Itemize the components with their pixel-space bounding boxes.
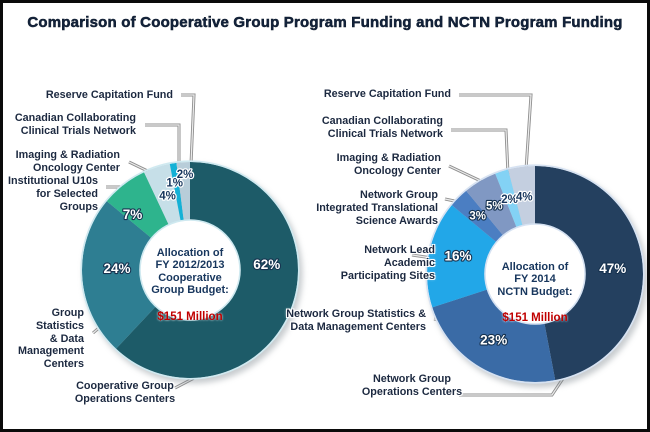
donut-hole (484, 223, 586, 325)
right-budget-amount: $151 Million (502, 311, 568, 324)
slice-percent-label: 7% (123, 207, 143, 222)
slice-percent-label: 16% (444, 249, 471, 264)
donut-outer-ring (425, 164, 645, 384)
slice-percent-label: 4% (159, 190, 176, 202)
slice-percent-label: 4% (516, 192, 533, 204)
donut-outer-ring (80, 160, 300, 380)
right-donut-chart: 47% 23% 16% 3%5%2%4% (425, 164, 645, 384)
slice-percent-label: 2% (501, 194, 518, 206)
left-donut-chart: 62% 24% 7% 4%1%2% (80, 160, 300, 380)
slice-percent-label: 62% (253, 257, 280, 272)
right-center-label: Allocation of FY 2014 NCTN Budget: $151 … (485, 248, 585, 337)
leader-line-left-reserve (181, 93, 196, 165)
slice-percent-label: 47% (599, 261, 626, 276)
right-center-text: Allocation of FY 2014 NCTN Budget: (497, 260, 573, 298)
callout-right-translational-science-awards: Network Group Integrated Translational S… (316, 189, 438, 227)
callout-right-imaging-radiation: Imaging & Radiation Oncology Center (336, 152, 441, 177)
callout-left-institutional-u10s: Institutional U10s for Selected Groups (8, 175, 98, 213)
left-center-text: Allocation of FY 2012/2013 Cooperative G… (151, 246, 229, 297)
slice-percent-label: 2% (177, 169, 194, 181)
left-center-label: Allocation of FY 2012/2013 Cooperative G… (140, 234, 240, 336)
callout-right-reserve-capitation-fund: Reserve Capitation Fund (323, 88, 451, 100)
slice-percent-label: 5% (486, 200, 503, 212)
left-budget-amount: $151 Million (157, 310, 223, 323)
slice-percent-label: 24% (103, 261, 130, 276)
pie-slice (535, 166, 644, 381)
donut-hole (139, 219, 241, 321)
slice-percent-label: 1% (166, 177, 183, 189)
callout-left-canadian-collaborating: Canadian Collaborating Clinical Trials N… (14, 112, 136, 137)
callout-left-imaging-radiation: Imaging & Radiation Oncology Center (15, 149, 120, 174)
callout-right-lead-academic-sites: Network Lead Academic Participating Site… (340, 244, 435, 282)
callout-right-group-statistics: Network Group Statistics & Data Manageme… (286, 308, 426, 333)
callout-right-canadian-collaborating: Canadian Collaborating Clinical Trials N… (321, 115, 443, 140)
slice-percent-label: 23% (480, 333, 507, 348)
chart-title: Comparison of Cooperative Group Program … (27, 14, 623, 32)
callout-left-reserve-capitation-fund: Reserve Capitation Fund (45, 89, 173, 101)
pie-slice (81, 201, 190, 349)
slice-percent-label: 3% (469, 211, 486, 223)
callout-left-group-statistics: Group Statistics & Data Management Cente… (18, 307, 84, 371)
callout-left-operations-centers: Cooperative Group Operations Centers (74, 380, 176, 405)
callout-right-operations-centers: Network Group Operations Centers (361, 373, 463, 398)
